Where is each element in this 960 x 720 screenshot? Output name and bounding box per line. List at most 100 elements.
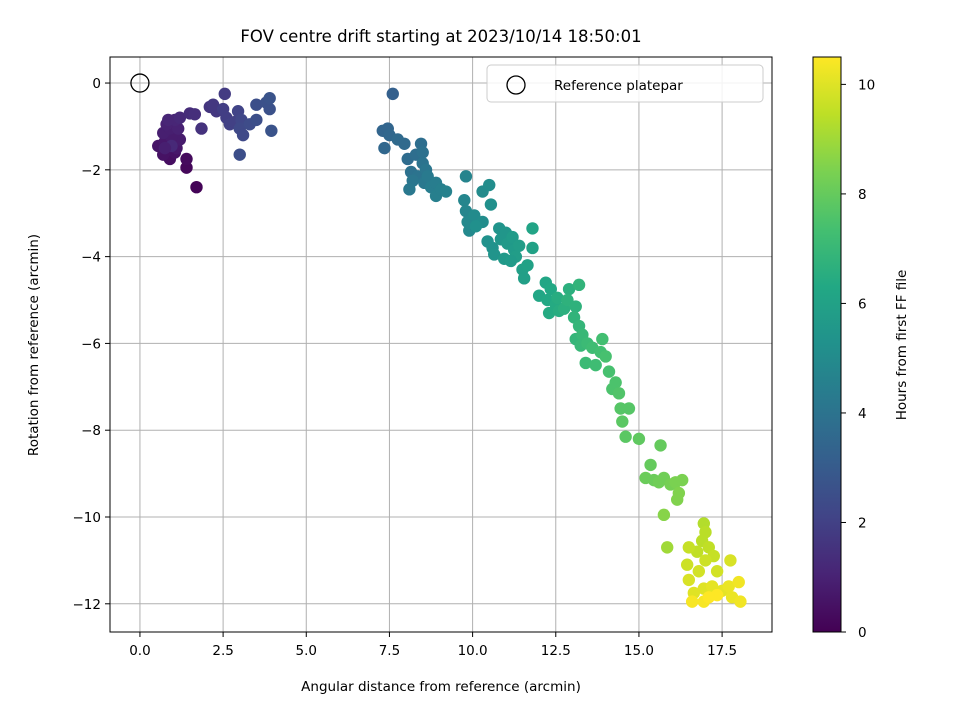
data-point xyxy=(682,541,696,554)
data-point xyxy=(250,113,263,127)
data-point xyxy=(526,222,539,235)
data-point xyxy=(188,108,202,121)
data-point xyxy=(579,356,592,370)
legend-box xyxy=(486,64,764,103)
x-tick-label: 10.0 xyxy=(458,643,488,659)
data-point xyxy=(484,198,498,211)
data-point xyxy=(569,300,582,313)
colorbar-gradient xyxy=(813,57,841,632)
data-point xyxy=(265,124,278,137)
data-point xyxy=(233,148,246,161)
colorbar-tick-label: 2 xyxy=(858,515,867,531)
data-point xyxy=(439,185,453,198)
data-point xyxy=(250,98,263,111)
data-point xyxy=(398,137,411,150)
legend: Reference platepar xyxy=(486,64,764,103)
colorbar-tick-label: 4 xyxy=(858,406,867,422)
data-point xyxy=(218,87,231,101)
data-point xyxy=(206,98,220,111)
data-point xyxy=(488,248,501,261)
data-point xyxy=(180,152,193,166)
data-point xyxy=(724,554,737,567)
data-point xyxy=(622,402,636,415)
reference-marker xyxy=(130,73,150,93)
data-point xyxy=(616,415,629,428)
scatter-points xyxy=(152,87,747,608)
y-tick-label: −2 xyxy=(81,163,101,179)
y-tick-label: −12 xyxy=(73,597,102,613)
x-tick-label: 15.0 xyxy=(624,643,654,659)
data-point xyxy=(722,580,735,593)
data-point xyxy=(173,111,187,124)
data-point xyxy=(469,220,483,233)
data-point xyxy=(680,558,694,571)
data-point xyxy=(644,458,657,472)
colorbar-tick-label: 0 xyxy=(858,625,867,641)
data-point xyxy=(526,241,539,255)
x-tick-label: 7.5 xyxy=(379,643,400,659)
x-tick-label: 0.0 xyxy=(129,643,150,659)
data-point xyxy=(699,554,712,567)
x-tick-label: 17.5 xyxy=(707,643,737,659)
data-point xyxy=(589,358,602,372)
data-point xyxy=(195,122,208,135)
data-point xyxy=(468,209,481,222)
data-point xyxy=(416,146,429,159)
data-point xyxy=(521,259,534,272)
data-point xyxy=(692,565,706,578)
reference-marker-layer xyxy=(130,73,150,93)
data-point xyxy=(657,508,671,522)
data-point xyxy=(512,239,526,252)
data-point xyxy=(602,365,616,378)
colorbar-tick-label: 8 xyxy=(858,187,867,203)
data-point xyxy=(386,87,399,101)
data-point xyxy=(562,282,576,296)
data-point xyxy=(596,332,609,346)
data-point xyxy=(734,595,747,608)
data-point xyxy=(403,183,416,196)
x-tick-label: 5.0 xyxy=(296,643,317,659)
plot-frame xyxy=(109,56,773,633)
data-point xyxy=(263,92,276,105)
x-axis-label: Angular distance from reference (arcmin) xyxy=(301,679,581,695)
legend-open-circle-icon xyxy=(506,75,526,95)
data-point xyxy=(517,272,531,285)
chart-title: FOV centre drift starting at 2023/10/14 … xyxy=(240,27,641,46)
x-tick-label: 12.5 xyxy=(541,643,571,659)
data-point xyxy=(670,493,684,506)
data-point xyxy=(236,128,250,142)
colorbar-tick-label: 10 xyxy=(858,77,875,93)
data-point xyxy=(632,432,646,446)
data-point xyxy=(421,170,434,183)
data-point xyxy=(378,141,391,155)
grid xyxy=(110,57,772,632)
data-point xyxy=(542,306,556,320)
data-point xyxy=(162,113,175,127)
y-tick-label: −6 xyxy=(81,336,101,352)
data-point xyxy=(682,573,696,587)
data-point xyxy=(661,541,674,554)
colorbar: 0 2 4 6 8 10 Hours from first FF file xyxy=(812,56,910,641)
data-point xyxy=(710,565,724,578)
y-axis-label: Rotation from reference (arcmin) xyxy=(26,234,42,456)
x-axis-ticks: 0.0 2.5 5.0 7.5 10.0 12.5 15.0 17.5 xyxy=(129,632,737,659)
data-point xyxy=(612,387,626,400)
data-point xyxy=(732,575,745,589)
data-point xyxy=(654,439,667,452)
data-point xyxy=(504,254,518,268)
data-point xyxy=(158,141,172,155)
colorbar-ticks: 0 2 4 6 8 10 xyxy=(841,77,875,641)
y-tick-label: −4 xyxy=(81,250,101,266)
data-point xyxy=(506,230,519,244)
data-point xyxy=(609,376,622,389)
y-axis-ticks: 0 −2 −4 −6 −8 −10 −12 xyxy=(73,76,110,613)
data-point xyxy=(551,291,564,305)
y-tick-label: 0 xyxy=(92,76,101,92)
y-tick-label: −10 xyxy=(73,510,102,526)
data-point xyxy=(685,595,699,608)
data-point xyxy=(459,170,473,183)
data-point xyxy=(572,278,586,292)
colorbar-frame xyxy=(812,56,842,633)
